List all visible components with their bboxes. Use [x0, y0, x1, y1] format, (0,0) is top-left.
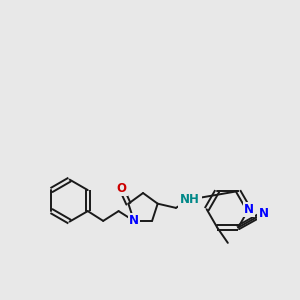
Text: NH: NH — [180, 193, 200, 206]
Text: N: N — [129, 214, 139, 227]
Text: O: O — [116, 182, 126, 195]
Text: N: N — [258, 207, 268, 220]
Text: N: N — [244, 203, 254, 216]
